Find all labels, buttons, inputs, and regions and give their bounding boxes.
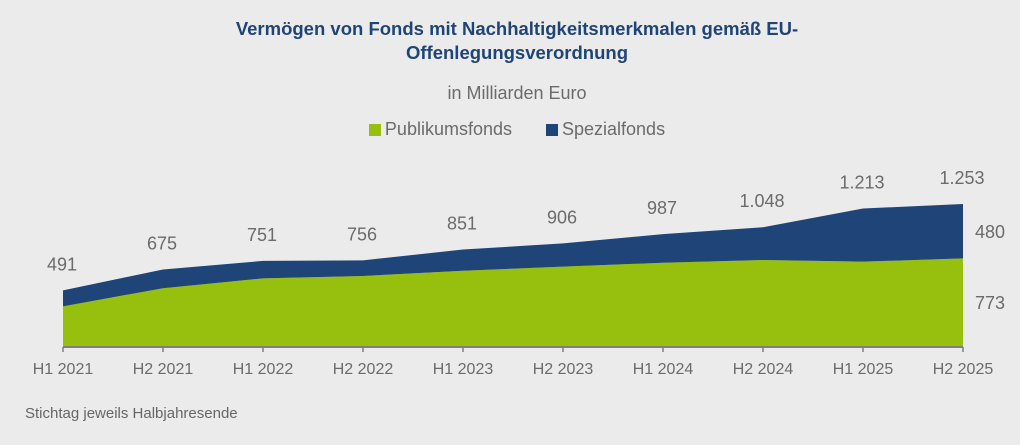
total-data-label: 675 (147, 234, 177, 254)
legend: Publikumsfonds Spezialfonds (0, 119, 1020, 140)
total-data-label: 987 (647, 198, 677, 218)
x-tick-label: H1 2025 (833, 361, 894, 378)
total-data-label: 1.048 (739, 191, 784, 211)
area-publikumsfonds (63, 258, 963, 346)
legend-item-spezialfonds: Spezialfonds (546, 119, 665, 140)
legend-swatch-spezialfonds (546, 123, 558, 136)
area-spezialfonds (63, 204, 963, 307)
footnote: Stichtag jeweils Halbjahresende (25, 405, 238, 422)
x-tick-label: H2 2025 (933, 361, 994, 378)
x-tick-label: H2 2024 (733, 361, 794, 378)
chart-subtitle: in Milliarden Euro (447, 83, 587, 103)
x-tick-label: H2 2021 (133, 361, 194, 378)
x-tick-label: H2 2022 (333, 361, 394, 378)
legend-label-publikumsfonds: Publikumsfonds (384, 119, 512, 139)
end-label-spezialfonds: 480 (975, 222, 1005, 242)
total-data-label: 751 (247, 225, 277, 245)
chart-title-line-1: Vermögen von Fonds mit Nachhaltigkeitsme… (235, 18, 799, 39)
chart-title-line-2: Offenlegungsverordnung (406, 42, 628, 63)
x-tick-label: H1 2024 (633, 361, 694, 378)
total-data-label: 1.213 (839, 173, 884, 193)
total-data-label: 491 (47, 254, 77, 274)
x-tick-label: H2 2023 (533, 361, 594, 378)
x-tick-label: H1 2021 (33, 361, 94, 378)
legend-item-publikumsfonds: Publikumsfonds (368, 119, 512, 140)
legend-swatch-publikumsfonds (368, 123, 381, 136)
legend-label-spezialfonds: Spezialfonds (562, 119, 666, 139)
total-data-label: 756 (347, 224, 377, 244)
chart-title: Vermögen von Fonds mit Nachhaltigkeitsme… (0, 17, 1020, 65)
end-label-publikumsfonds: 773 (975, 293, 1005, 313)
total-data-label: 1.253 (939, 168, 984, 188)
total-data-label: 906 (547, 207, 577, 227)
x-tick-label: H1 2022 (233, 361, 294, 378)
total-data-label: 851 (447, 214, 477, 234)
x-tick-label: H1 2023 (433, 361, 494, 378)
